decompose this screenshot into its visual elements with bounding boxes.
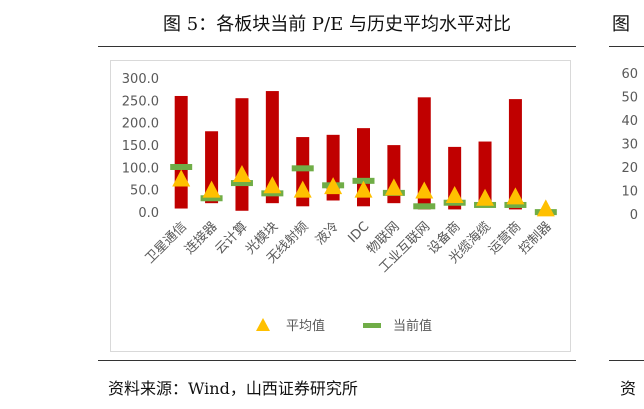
right-y-tick-label: 30 [621,138,638,153]
right-source-fragment: 资 [620,379,637,398]
right-title-rule [609,46,644,47]
right-y-tick-label: 10 [621,185,638,200]
right-y-tick-label: 40 [621,114,638,129]
legend-average-swatch [256,318,270,331]
average-value-marker [324,177,343,195]
current-value-marker [413,203,436,210]
x-tick-label: 液冷 [313,219,342,248]
title-rule [98,46,576,47]
average-value-marker [293,180,312,198]
right-y-tick-label: 50 [621,91,638,106]
current-value-marker [291,165,314,172]
average-value-marker [445,186,464,204]
average-value-marker [263,176,282,194]
range-bar [508,99,522,210]
range-bar [265,91,279,204]
current-value-marker [261,190,284,197]
y-tick-label: 250.0 [122,94,159,109]
y-tick-label: 150.0 [122,139,159,154]
average-value-marker [202,180,221,198]
right-source-rule [609,360,644,361]
y-tick-label: 50.0 [130,184,159,199]
current-value-marker [200,195,223,202]
legend-current-swatch [363,323,381,328]
y-tick-label: 300.0 [122,72,159,87]
right-y-tick-label: 20 [621,161,638,176]
range-bar [235,98,249,211]
legend-average-label: 平均值 [286,318,325,334]
y-tick-label: 200.0 [122,117,159,132]
x-tick-label: 连接器 [182,219,221,258]
source-note: 资料来源：Wind，山西证券研究所 [108,379,358,398]
current-value-marker [230,180,253,187]
average-value-marker [232,165,251,183]
right-chart-fragment: 60 50 40 30 20 10 0 [621,67,638,223]
range-bar [357,128,370,207]
y-tick-label: 100.0 [122,161,159,176]
average-value-marker [536,199,555,217]
average-value-marker [506,187,525,205]
right-y-tick-label: 60 [621,67,638,82]
range-bar [174,95,188,209]
average-value-marker [354,180,373,198]
y-tick-label: 0.0 [138,206,159,221]
x-tick-label: 运营商 [486,219,524,257]
average-value-marker [476,188,495,206]
chart-svg: 300.0 250.0 200.0 150.0 100.0 50.0 0.0卫星通信连接器云… [122,72,557,334]
range-bar [478,141,492,205]
x-tick-label: 卫星通信 [143,219,190,266]
right-y-tick-label: 0 [630,208,638,223]
x-tick-label: 控制器 [516,219,554,257]
current-value-marker [170,163,193,170]
source-rule [98,360,576,361]
average-value-marker [384,178,403,196]
range-bar [205,131,219,204]
figure-title: 图 5：各板块当前 P/E 与历史平均水平对比 [163,14,511,35]
chart-panel: 300.0 250.0 200.0 150.0 100.0 50.0 0.0 卫星通信 连接器云… [110,60,571,352]
range-bar [417,97,431,210]
current-value-marker [504,201,527,208]
legend-current-label: 当前值 [393,318,432,334]
average-value-marker [172,169,191,187]
average-value-marker [415,181,434,199]
x-tick-label: 云计算 [213,219,251,257]
right-figure-title-fragment: 图 [612,14,630,35]
